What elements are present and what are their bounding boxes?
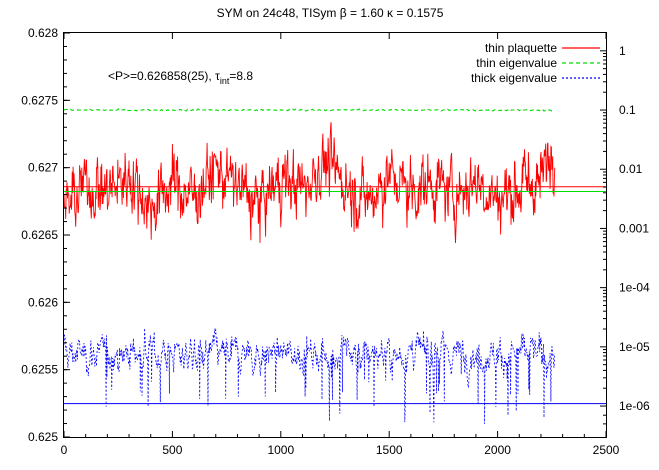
legend-label: thin eigenvalue <box>476 56 557 70</box>
y2-tick-label: 1e-05 <box>619 340 650 354</box>
y-tick-label: 0.627 <box>28 161 58 175</box>
x-tick-label: 500 <box>162 443 182 457</box>
x-tick-label: 2000 <box>484 443 511 457</box>
x-tick-label: 2500 <box>593 443 620 457</box>
x-tick-label: 0 <box>61 443 68 457</box>
thin-eigenvalue-line <box>63 108 555 112</box>
x-tick-label: 1500 <box>376 443 403 457</box>
chart-title: SYM on 24c48, TISym β = 1.60 κ = 0.1575 <box>217 6 444 20</box>
y-tick-label: 0.626 <box>28 295 58 309</box>
plot-series <box>63 108 606 424</box>
y-tick-label: 0.6275 <box>21 93 58 107</box>
mean-annotation: <P>=0.626858(25), τint=8.8 <box>108 69 253 86</box>
y-tick-label: 0.628 <box>28 26 58 40</box>
y2-tick-label: 0.01 <box>619 162 643 176</box>
y2-tick-label: 1e-04 <box>619 281 650 295</box>
thick-eigenvalue-line <box>63 327 556 424</box>
thin-plaquette-line <box>63 122 556 244</box>
plot-frame <box>63 32 607 438</box>
y-tick-label: 0.625 <box>28 430 58 444</box>
legend-label: thin plaquette <box>485 41 557 55</box>
y-tick-label: 0.6265 <box>21 228 58 242</box>
y-tick-label: 0.6255 <box>21 363 58 377</box>
x-tick-label: 1000 <box>267 443 294 457</box>
y2-tick-label: 0.001 <box>619 221 649 235</box>
axes: 0 500 1000 1500 2000 2500 0.625 0.6255 0.626 0.62… <box>21 26 650 457</box>
y2-tick-label: 1e-06 <box>619 399 650 413</box>
y2-tick-label: 1 <box>619 44 626 58</box>
legend-label: thick eigenvalue <box>471 71 557 85</box>
y2-tick-label: 0.1 <box>619 103 636 117</box>
